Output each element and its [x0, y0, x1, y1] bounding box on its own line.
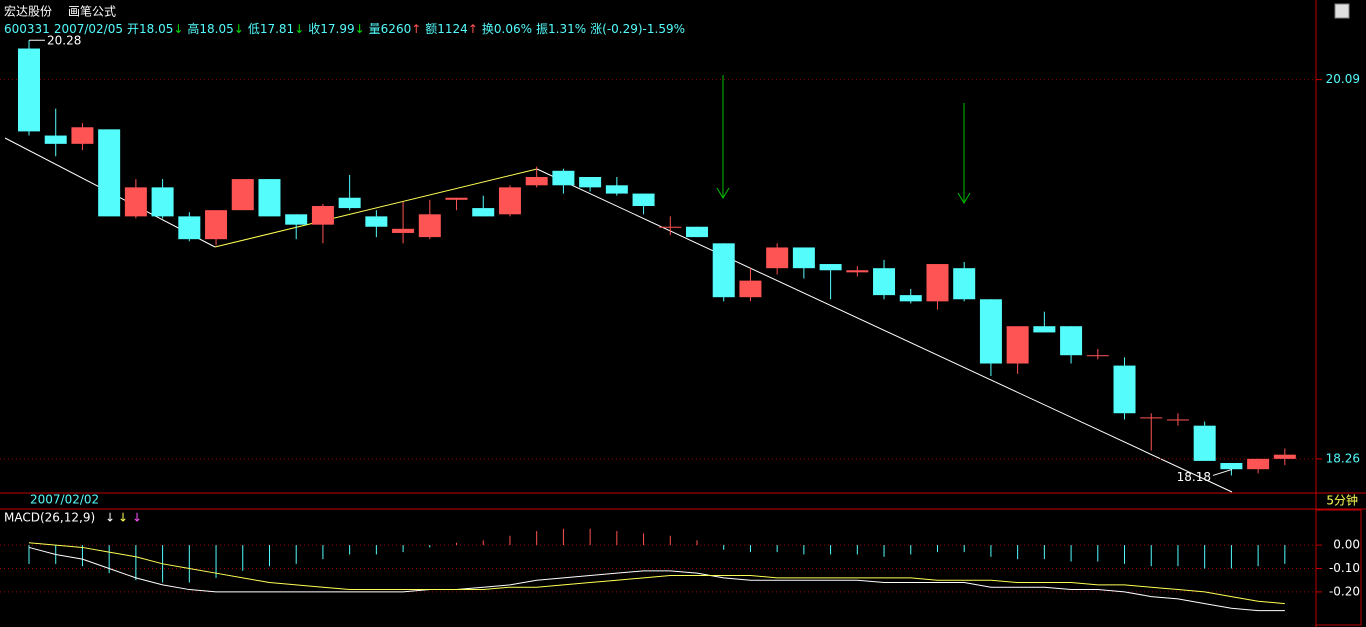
- info-item: 600331: [4, 22, 50, 36]
- y-tick-label: -0.20: [1329, 584, 1360, 598]
- candle-body: [579, 177, 602, 188]
- candle-body: [1060, 326, 1083, 356]
- info-item: 额1124: [425, 22, 468, 36]
- candle-body: [712, 243, 735, 298]
- info-item: 低17.81: [248, 22, 294, 36]
- period: 5分钟: [1326, 493, 1358, 508]
- label-leader: [1212, 468, 1233, 476]
- candle-body: [392, 228, 415, 233]
- candle-body: [498, 187, 521, 215]
- stock-name: 宏达股份: [4, 4, 52, 19]
- candle-body: [71, 127, 94, 144]
- candle-body: [338, 197, 361, 209]
- info-item: ↓: [234, 22, 244, 36]
- info-item: 换0.06%: [482, 22, 532, 36]
- candle-body: [739, 280, 762, 298]
- candle-body: [445, 197, 468, 200]
- candle-body: [472, 208, 495, 217]
- candle-body: [178, 216, 201, 240]
- high-label: 20.28: [47, 34, 81, 48]
- y-tick-label: 18.26: [1326, 451, 1360, 465]
- marker: ↓: [132, 511, 142, 525]
- marker: ↓: [105, 511, 115, 525]
- trend-line: [214, 168, 538, 248]
- candle-body: [418, 214, 441, 238]
- info-item: 收17.99: [308, 22, 354, 36]
- indicator-line: [28, 546, 1285, 612]
- candle-body: [1166, 419, 1189, 421]
- info-item: ↑: [411, 22, 421, 36]
- info-item: ↓: [355, 22, 365, 36]
- candle-body: [1140, 417, 1163, 419]
- candle-body: [979, 299, 1002, 364]
- info-item: 涨(-0.29)-1.59%: [590, 21, 685, 36]
- candle-body: [1220, 462, 1243, 470]
- info-item: 2007/02/05: [54, 22, 123, 36]
- candle-body: [231, 179, 254, 211]
- candle-body: [605, 185, 628, 194]
- candle-body: [552, 170, 575, 186]
- low-label: 18.18: [1177, 470, 1211, 484]
- arrow: [716, 75, 730, 199]
- candle-body: [1273, 454, 1296, 459]
- candle-body: [819, 264, 842, 271]
- candle-body: [98, 129, 121, 217]
- trend-line: [536, 168, 1233, 493]
- candle-body: [1086, 355, 1109, 357]
- date-label: 2007/02/02: [30, 493, 99, 507]
- candle-body: [365, 216, 388, 227]
- info-item: 开18.05: [127, 22, 173, 36]
- candle-body: [792, 247, 815, 269]
- candle-body: [632, 193, 655, 207]
- candle-body: [846, 270, 869, 273]
- candle-body: [124, 187, 147, 217]
- candle-body: [766, 247, 789, 269]
- candle-body: [18, 48, 40, 132]
- candle-body: [151, 187, 174, 217]
- candle-body: [525, 177, 548, 186]
- info-item: 振1.31%: [536, 22, 586, 36]
- window-button[interactable]: [1334, 3, 1350, 19]
- indicator-line: [28, 542, 1285, 605]
- indicator-name: MACD(26,12,9): [4, 511, 95, 525]
- candle-body: [1193, 425, 1216, 461]
- candle-body: [1006, 326, 1029, 364]
- candle-body: [1113, 365, 1136, 414]
- arrow: [957, 103, 971, 204]
- info-item: ↓: [294, 22, 304, 36]
- info-item: 高18.05: [187, 21, 233, 36]
- candle-body: [686, 226, 708, 238]
- info-item: ↓: [173, 22, 183, 36]
- candle-body: [285, 214, 308, 225]
- candle-body: [205, 210, 228, 240]
- candle-body: [311, 206, 334, 225]
- candle-body: [953, 268, 976, 300]
- info-item: 量6260: [369, 22, 412, 36]
- info-item: ↑: [468, 22, 478, 36]
- y-tick-label: 20.09: [1326, 72, 1360, 86]
- candle-body: [926, 264, 949, 302]
- candle-body: [258, 179, 281, 217]
- candle-body: [44, 135, 67, 144]
- formula-name: 画笔公式: [68, 4, 116, 19]
- candle-body: [899, 295, 922, 302]
- candle-body: [873, 268, 896, 296]
- quote-info: 600331 2007/02/05 开18.05↓ 高18.05↓ 低17.81↓ 收17…: [4, 21, 685, 36]
- marker: ↓: [118, 511, 128, 525]
- y-tick-label: 0.00: [1333, 538, 1360, 552]
- axis-frame: [1315, 509, 1362, 626]
- candle-body: [659, 226, 682, 228]
- candle-body: [1247, 458, 1270, 470]
- candle-body: [1033, 326, 1056, 333]
- y-tick-label: -0.10: [1329, 561, 1360, 575]
